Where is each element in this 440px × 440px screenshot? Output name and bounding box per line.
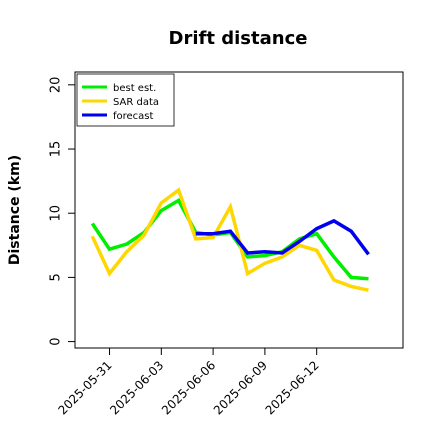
series-line-forecast xyxy=(195,218,370,256)
chart-title: Drift distance xyxy=(169,28,308,49)
y-tick-label: 10 xyxy=(49,205,64,222)
x-tick-label: 2025-06-09 xyxy=(211,358,270,417)
x-tick-label: 2025-06-12 xyxy=(263,358,322,417)
legend-label-best: best est. xyxy=(113,83,156,94)
x-tick-label: 2025-06-06 xyxy=(159,358,218,417)
legend: best est. SAR data forecast xyxy=(76,73,175,127)
x-axis: 2025-05-312025-06-032025-06-062025-06-09… xyxy=(55,348,322,417)
series-line-sar-data xyxy=(90,187,369,292)
y-tick-label: 20 xyxy=(49,77,64,94)
series-lines xyxy=(90,187,370,292)
plot-area xyxy=(74,71,404,349)
legend-label-sar: SAR data xyxy=(113,97,159,108)
x-tick-label: 2025-05-31 xyxy=(55,358,114,417)
y-tick-label: 5 xyxy=(49,273,64,281)
y-axis-label: Distance (km) xyxy=(7,155,23,265)
x-tick-label: 2025-06-03 xyxy=(107,358,166,417)
y-axis: 0 5 10 15 20 xyxy=(49,77,75,346)
legend-label-forecast: forecast xyxy=(113,111,154,122)
y-tick-label: 0 xyxy=(49,337,64,345)
y-tick-label: 15 xyxy=(49,141,64,158)
